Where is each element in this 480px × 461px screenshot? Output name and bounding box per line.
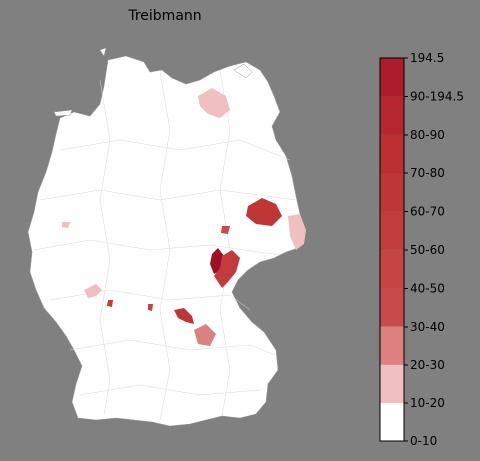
region-south-district [174,308,194,324]
region-central-small-district [221,226,230,234]
colorbar-tick-label: 194.5 [410,51,444,65]
colorbar-segment [380,326,404,365]
island [53,109,73,117]
colorbar-tick-label: 30-40 [410,320,445,334]
island [233,63,253,79]
colorbar: 194.5 90-194.5 80-90 70-80 60-70 50-60 40-50 30… [379,51,464,448]
colorbar-segment [380,249,404,288]
colorbar-tick-label: 80-90 [410,128,445,142]
region-north-east-district [198,88,230,118]
colorbar-segment [380,288,404,327]
colorbar-segment [380,173,404,212]
colorbar-segment [380,58,404,97]
colorbar-tick-label: 60-70 [410,205,445,219]
colorbar-tick-label: 50-60 [410,243,445,257]
colorbar-segment [380,403,404,441]
colorbar-tick-label: 70-80 [410,166,445,180]
colorbar-tick-label: 0-10 [410,434,437,448]
germany-map [27,55,305,427]
colorbar-tick-label: 20-30 [410,358,445,372]
island [99,47,107,57]
colorbar-segment [380,134,404,173]
colorbar-frame [379,57,405,442]
region-south-west-tiny-district [107,300,113,307]
region-west-small-district [62,222,70,228]
region-south-east-district [194,324,216,346]
colorbar-segment [380,364,404,403]
region-south-west-district [84,284,102,298]
colorbar-tick-label: 10-20 [410,396,445,410]
colorbar-segment [380,211,404,250]
region-south-tiny-district [148,304,153,311]
colorbar-segment [380,96,404,135]
colorbar-tick-label: 40-50 [410,282,445,296]
region-east-district-large [246,198,282,226]
region-east-border-district [288,214,306,250]
colorbar-tick-label: 90-194.5 [410,90,464,104]
map-title: Treibmann [128,8,202,24]
region-central-district-adjacent [214,250,240,288]
